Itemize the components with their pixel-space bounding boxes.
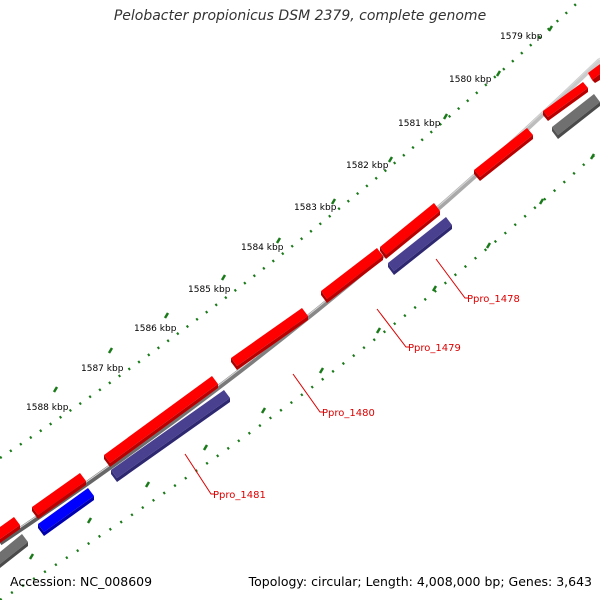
gene-ppro-1480[interactable] <box>231 308 308 370</box>
gene-label-ppro-1478: Ppro_1478 <box>467 294 520 305</box>
outer-major-ticks <box>52 25 554 393</box>
gene-forward-1[interactable] <box>588 64 600 83</box>
gene-forward-9[interactable] <box>0 517 20 543</box>
label-leaders <box>184 258 468 495</box>
accession-text: Accession: NC_008609 <box>10 574 153 589</box>
gene-forward-3[interactable] <box>474 128 533 181</box>
feature-gray-2[interactable] <box>0 534 28 568</box>
tick-label-1587: 1587 kbp <box>81 364 124 374</box>
genome-summary-text: Topology: circular; Length: 4,008,000 bp… <box>248 574 592 589</box>
tick-label-1579: 1579 kbp <box>500 32 543 42</box>
tick-label-1586: 1586 kbp <box>134 324 177 334</box>
tick-label-1580: 1580 kbp <box>449 75 492 85</box>
inner-major-ticks <box>28 153 596 560</box>
gene-label-ppro-1481: Ppro_1481 <box>213 490 266 501</box>
gene-ppro-1479[interactable] <box>321 248 383 303</box>
tick-label-1583: 1583 kbp <box>294 203 337 213</box>
gene-forward-2[interactable] <box>543 82 588 121</box>
outer-tick-ring <box>0 0 583 460</box>
feature-blue-1[interactable] <box>38 488 94 536</box>
map-title: Pelobacter propionicus DSM 2379, complet… <box>113 8 487 24</box>
gene-label-ppro-1480: Ppro_1480 <box>322 408 375 419</box>
inner-tick-ring <box>0 149 600 600</box>
gene-ppro-1478[interactable] <box>380 203 440 259</box>
feature-gray-1[interactable] <box>552 94 600 139</box>
tick-label-1581: 1581 kbp <box>398 119 441 129</box>
gene-ppro-1481[interactable] <box>104 376 218 467</box>
tick-label-1582: 1582 kbp <box>346 161 389 171</box>
tick-label-1585: 1585 kbp <box>188 285 231 295</box>
feature-ppro-1478-inner[interactable] <box>388 217 452 275</box>
backbone-highlight <box>0 57 600 542</box>
gene-forward-8[interactable] <box>32 473 86 519</box>
tick-label-1584: 1584 kbp <box>241 243 284 253</box>
gene-label-ppro-1479: Ppro_1479 <box>408 343 461 354</box>
tick-label-1588: 1588 kbp <box>26 403 69 413</box>
feature-ppro-1481-inner[interactable] <box>111 390 230 482</box>
